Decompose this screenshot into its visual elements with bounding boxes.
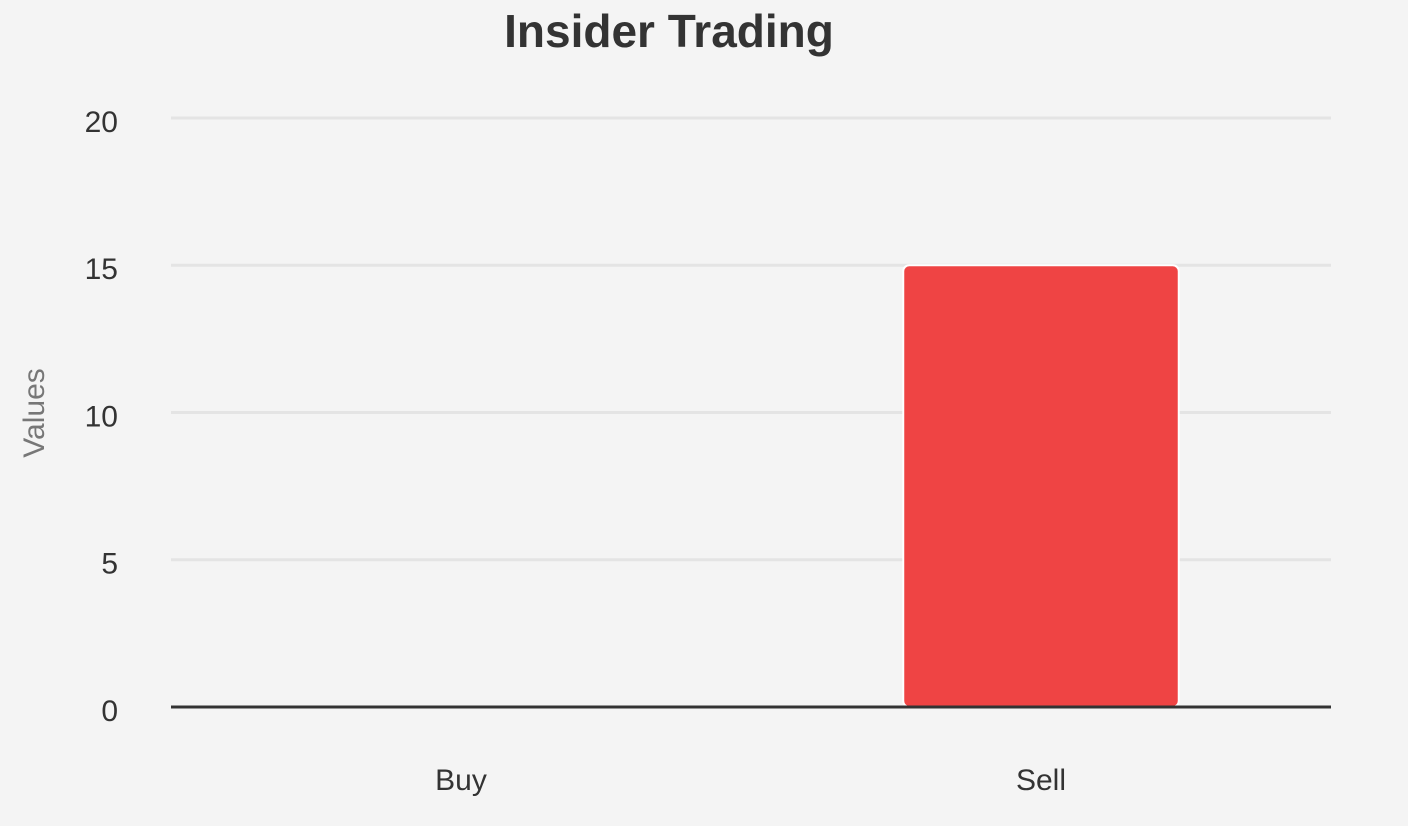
y-tick-label: 5 [101,548,118,581]
y-tick-label: 0 [101,695,118,728]
x-tick-label: Buy [435,764,487,797]
bar [902,264,1180,708]
y-axis-label: Values [18,368,51,458]
x-tick-label: Sell [1016,764,1066,797]
y-tick-label: 20 [85,106,118,139]
y-tick-label: 15 [85,253,118,286]
y-tick-label: 10 [85,400,118,433]
chart-title: Insider Trading [504,5,834,57]
